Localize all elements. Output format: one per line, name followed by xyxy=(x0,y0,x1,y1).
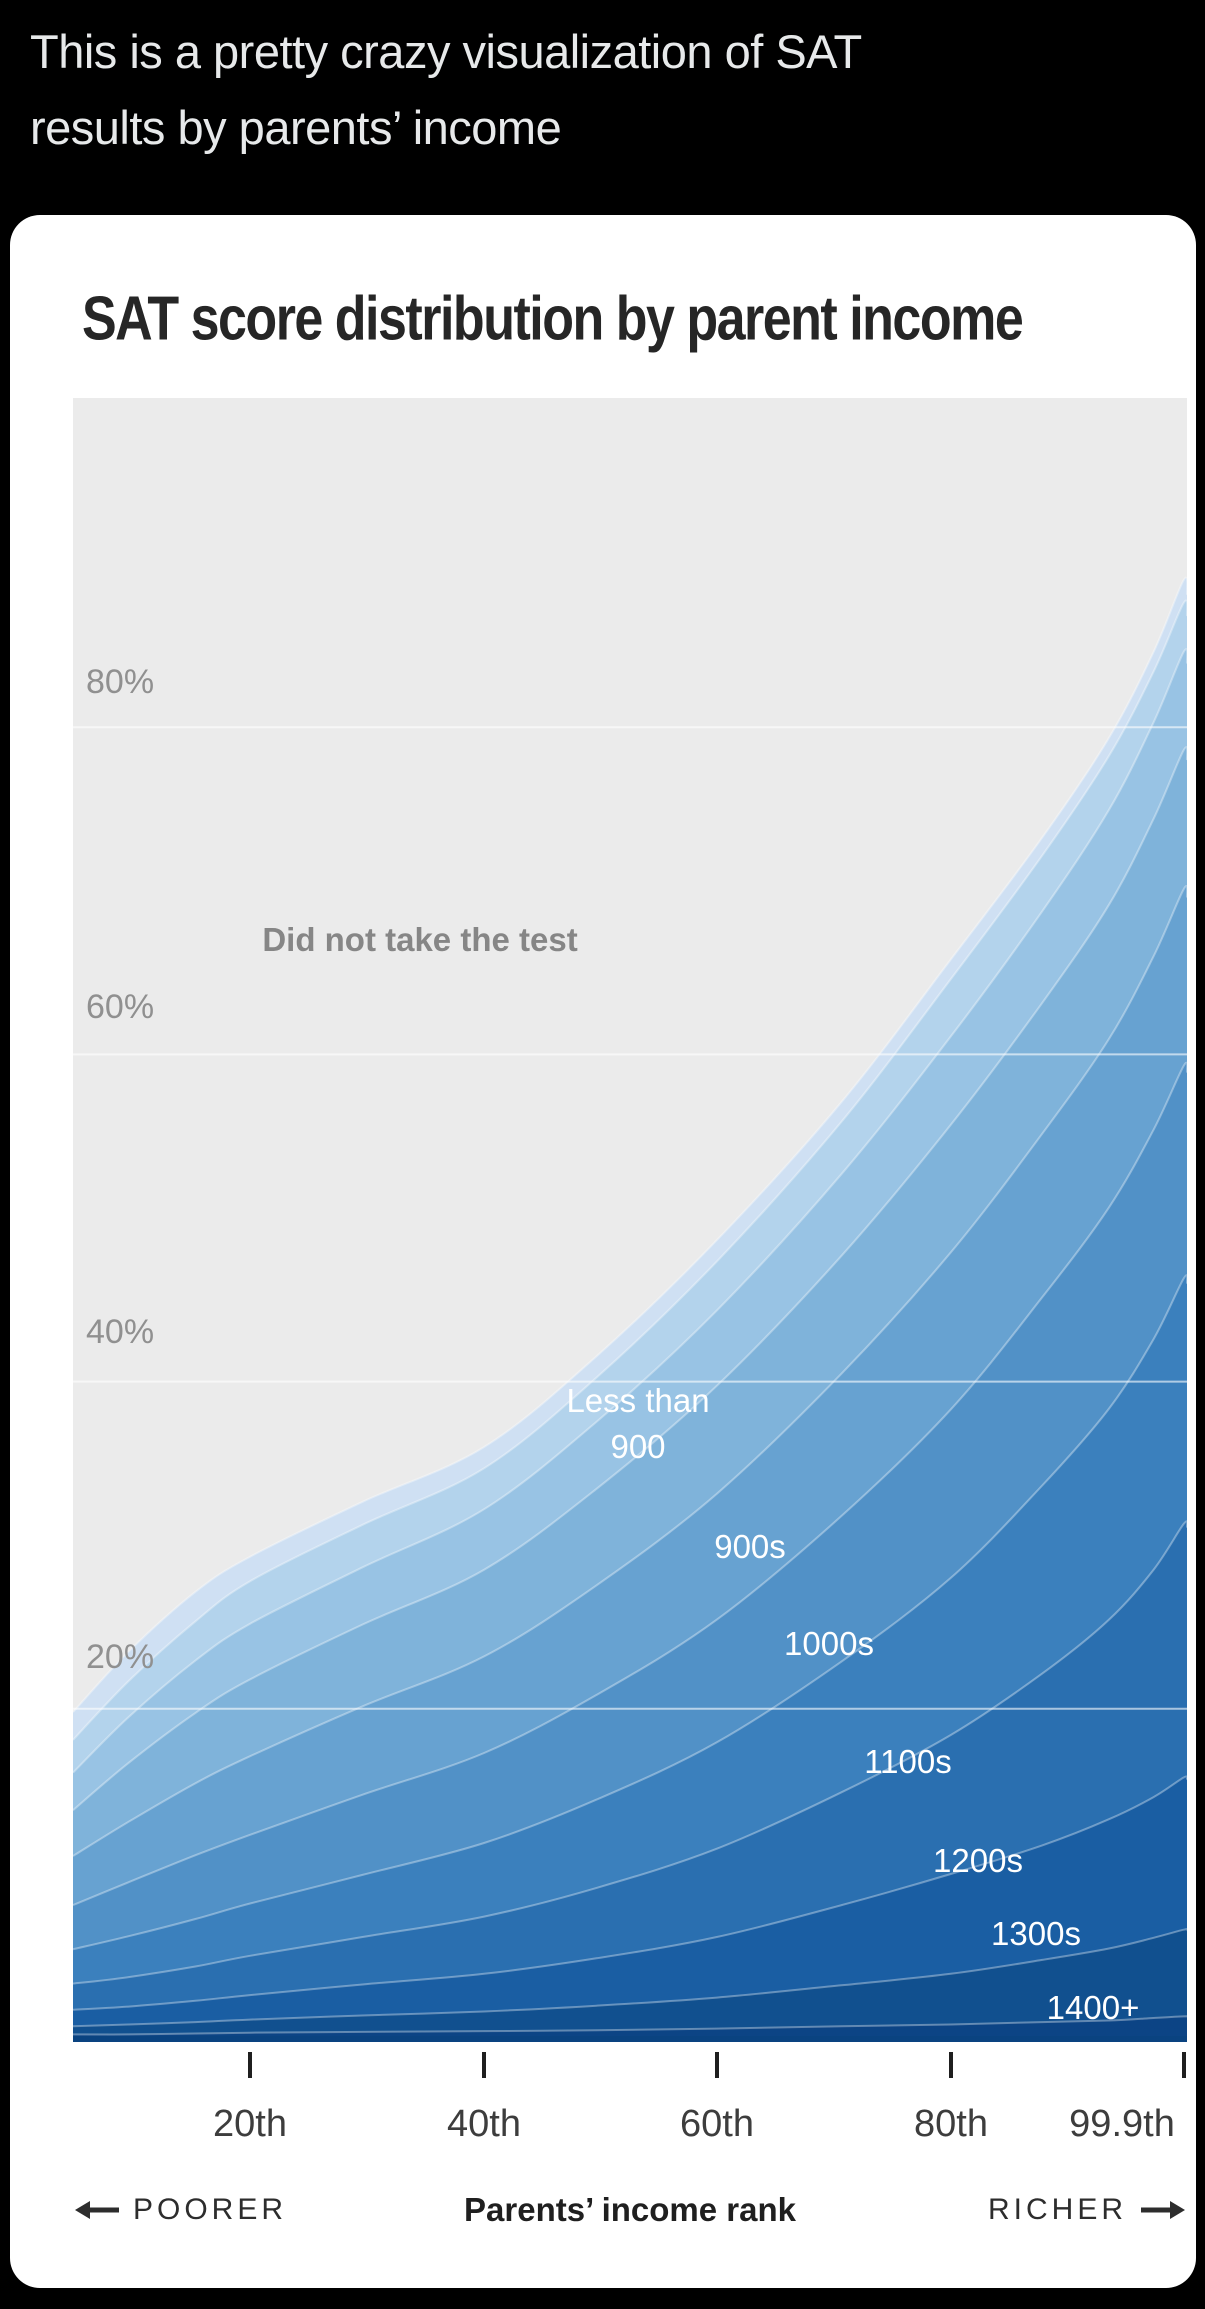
x-tick-mark-80th xyxy=(949,2052,953,2078)
edge-band-8 xyxy=(73,746,1187,1811)
y-axis-label-80: 80% xyxy=(86,663,155,701)
y-axis-label-60: 60% xyxy=(86,988,155,1026)
richer-label: RICHER xyxy=(988,2186,1185,2234)
y-axis-label-40: 40% xyxy=(86,1313,155,1351)
area-band-3 xyxy=(73,1776,1187,2036)
x-tick-label-40th: 40th xyxy=(447,2103,521,2145)
x-tick-label-60th: 60th xyxy=(680,2103,754,2145)
x-tick-mark-20th xyxy=(248,2052,252,2078)
band-label-1000s: 1000s xyxy=(784,1625,874,1662)
x-tick-label-20th: 20th xyxy=(213,2103,287,2145)
x-tick-label-80th: 80th xyxy=(914,2103,988,2145)
edge-band-9 xyxy=(73,648,1187,1774)
edge-band-3 xyxy=(73,1775,1187,2011)
x-tick-label-99.9th: 99.9th xyxy=(1069,2103,1175,2145)
left-arrow-icon xyxy=(75,2201,119,2219)
x-tick-mark-60th xyxy=(715,2052,719,2078)
stacked-area-chart xyxy=(73,398,1187,2042)
post-text-line-1: This is a pretty crazy visualization of … xyxy=(30,25,862,78)
band-label-less-than-900: Less than 900 xyxy=(566,1382,710,1465)
x-tick-mark-40th xyxy=(482,2052,486,2078)
edge-band-11-lightest xyxy=(73,576,1187,1713)
edge-band-4 xyxy=(73,1520,1187,1985)
chart-title: SAT score distribution by parent income xyxy=(82,284,1024,354)
baseline-edge xyxy=(73,2036,1187,2042)
edge-band-1-darkest xyxy=(73,2015,1187,2036)
right-arrow-icon xyxy=(1141,2201,1185,2219)
band-label-900s: 900s xyxy=(714,1528,786,1565)
richer-text: RICHER xyxy=(987,2193,1127,2226)
area-band-2 xyxy=(73,1929,1187,2036)
area-band-1-darkest xyxy=(73,2016,1187,2036)
band-label-1200s: 1200s xyxy=(933,1842,1023,1879)
y-axis-label-20: 20% xyxy=(86,1638,155,1676)
x-axis-title: Parents’ income rank xyxy=(464,2191,796,2228)
poorer-label: POORER xyxy=(75,2186,287,2234)
band-label-1300s: 1300s xyxy=(991,1915,1081,1952)
edge-band-5 xyxy=(73,1274,1187,1951)
x-tick-mark-99.9th xyxy=(1182,2052,1186,2078)
x-axis-footer: POORER Parents’ income rank RICHER xyxy=(10,2186,1196,2234)
band-label-1100s: 1100s xyxy=(864,1743,952,1780)
did-not-take-label: Did not take the test xyxy=(262,921,578,958)
band-label-1400-: 1400+ xyxy=(1046,1989,1140,2026)
edge-band-10 xyxy=(73,599,1187,1741)
post-text: This is a pretty crazy visualization of … xyxy=(30,14,1190,166)
post-text-line-2: results by parents’ income xyxy=(30,101,562,154)
edge-band-2 xyxy=(73,1928,1187,2028)
edge-band-6 xyxy=(73,1061,1187,1907)
edge-band-7 xyxy=(73,885,1187,1857)
poorer-text: POORER xyxy=(133,2193,288,2226)
